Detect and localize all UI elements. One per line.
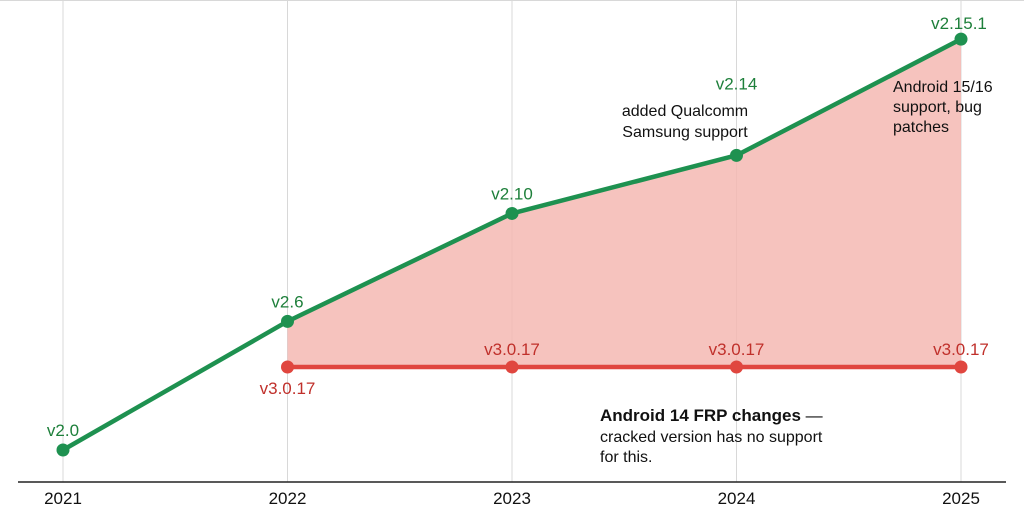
annotation-v2-14-line1: added Qualcomm [622, 103, 748, 120]
label-official-2022: v2.6 [271, 292, 303, 311]
x-tick-label-2021: 2021 [44, 489, 82, 508]
point-cracked-2024 [730, 360, 743, 374]
annotation-v2-15-1: Android 15/16 support, bug patches [893, 79, 993, 136]
point-labels: v2.0 v2.6 v2.10 v2.14 v2.15.1 v3.0.17 v3.0.17 v… [47, 14, 989, 440]
annotation-v2-14: added Qualcomm Samsung support [622, 103, 748, 141]
label-official-2023: v2.10 [491, 184, 533, 203]
annotation-frp-line2: for this. [600, 449, 652, 466]
point-cracked-2023 [505, 360, 519, 374]
label-cracked-2022: v3.0.17 [260, 379, 316, 398]
label-cracked-2025: v3.0.17 [933, 340, 989, 359]
annotation-v2-15-1-line2: support, bug [893, 99, 982, 116]
annotation-frp-title: Android 14 FRP changes [600, 406, 801, 425]
x-tick-label-2025: 2025 [942, 489, 980, 508]
x-axis: 2021 2022 2023 2024 2025 [18, 481, 1006, 508]
annotation-v2-15-1-line1: Android 15/16 [893, 79, 993, 96]
annotation-frp: Android 14 FRP changes — cracked version… [600, 406, 823, 466]
label-cracked-2023: v3.0.17 [484, 340, 540, 359]
point-official-2022 [281, 314, 294, 328]
gap-area [287, 39, 961, 368]
data-points [56, 32, 968, 457]
label-official-2024: v2.14 [716, 74, 758, 93]
point-cracked-2022 [281, 360, 294, 374]
annotation-frp-dash: — [801, 406, 823, 425]
label-official-2021: v2.0 [47, 421, 79, 440]
x-tick-label-2023: 2023 [493, 489, 531, 508]
point-official-2021 [56, 443, 70, 457]
point-cracked-2025 [954, 360, 968, 374]
point-official-2023 [505, 206, 519, 220]
x-tick-label-2022: 2022 [269, 489, 307, 508]
annotation-frp-title-line: Android 14 FRP changes — [600, 406, 823, 425]
label-cracked-2024: v3.0.17 [709, 340, 765, 359]
gap-fill [287, 39, 961, 368]
point-official-2024 [730, 148, 743, 162]
annotation-v2-15-1-line3: patches [893, 119, 949, 136]
x-tick-label-2024: 2024 [718, 489, 756, 508]
point-official-2025 [954, 32, 968, 46]
label-official-2025: v2.15.1 [931, 14, 987, 33]
annotation-frp-line1: cracked version has no support [600, 429, 823, 446]
annotation-v2-14-line2: Samsung support [622, 124, 748, 141]
